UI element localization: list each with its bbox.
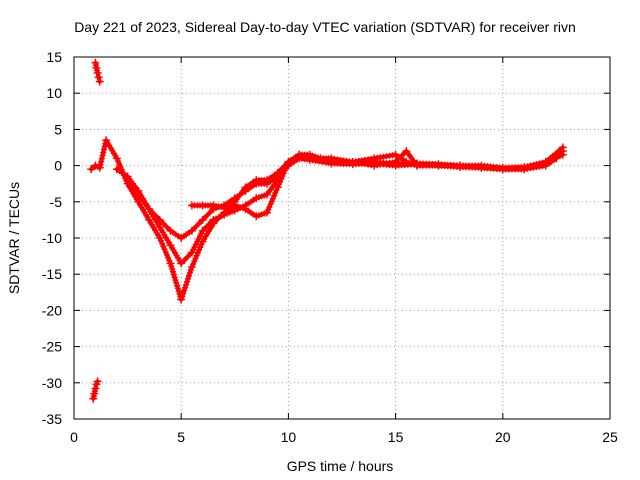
y-tick-label: -30	[42, 375, 62, 391]
y-tick-label: -5	[50, 194, 63, 210]
x-tick-label: 15	[388, 429, 404, 445]
x-axis-label: GPS time / hours	[287, 458, 394, 474]
y-tick-label: -35	[42, 411, 62, 427]
y-tick-label: 15	[46, 49, 62, 65]
axes: 0 5 10 15 20 25 15 10 5 0 -5 -10 -15 -20 -25 -30 -35	[42, 49, 618, 445]
grid-lines	[74, 57, 610, 419]
x-tick-label: 20	[495, 429, 511, 445]
chart-title: Day 221 of 2023, Sidereal Day-to-day VTE…	[74, 19, 576, 35]
series-outlier-high	[91, 58, 104, 86]
series-track-4	[187, 150, 422, 212]
y-tick-label: -25	[42, 339, 62, 355]
y-tick-label: -20	[42, 302, 62, 318]
y-tick-label: 10	[46, 85, 62, 101]
y-tick-label: 0	[54, 158, 62, 174]
x-tick-label: 25	[602, 429, 618, 445]
series-track-3	[123, 143, 567, 242]
x-tick-label: 0	[70, 429, 78, 445]
y-tick-label: -15	[42, 266, 62, 282]
series-outlier-low	[89, 377, 102, 403]
series-line	[114, 152, 565, 266]
y-tick-label: -10	[42, 230, 62, 246]
data-layer	[87, 58, 567, 403]
x-tick-label: 10	[281, 429, 297, 445]
y-axis-label: SDTVAR / TECUs	[6, 182, 22, 294]
x-tick-label: 5	[177, 429, 185, 445]
y-tick-label: 5	[54, 121, 62, 137]
